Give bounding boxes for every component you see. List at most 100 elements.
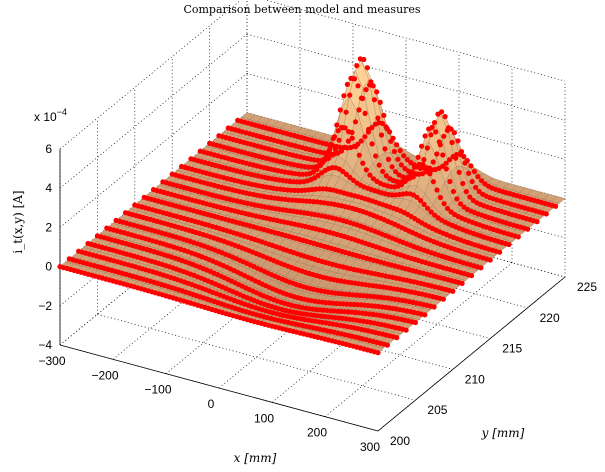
measure-point — [462, 160, 468, 166]
measure-point — [437, 194, 444, 201]
measure-point — [383, 173, 389, 179]
measure-point — [456, 169, 462, 175]
grid-line — [246, 33, 566, 121]
measure-point — [368, 79, 374, 85]
measure-point — [369, 141, 375, 147]
measure-point — [332, 146, 339, 152]
measure-point — [415, 154, 421, 160]
measure-point — [361, 56, 367, 63]
measure-line — [150, 187, 475, 279]
measure-point — [329, 152, 335, 158]
measure-point — [430, 179, 436, 185]
measure-point — [475, 174, 481, 180]
measure-line — [188, 156, 512, 248]
measure-point — [450, 288, 456, 294]
measure-point — [363, 87, 369, 93]
grid-line — [246, 73, 566, 160]
measure-point — [391, 148, 397, 155]
measure-point — [463, 189, 469, 195]
measure-point — [449, 139, 455, 146]
z-tick-label: 4 — [45, 181, 52, 195]
measure-point — [347, 92, 353, 98]
measure-point — [344, 81, 350, 87]
measure-point — [466, 170, 472, 176]
measure-point — [380, 168, 386, 175]
measure-point — [515, 234, 521, 240]
measure-line — [57, 264, 381, 356]
y-tick-label: 200 — [390, 434, 410, 448]
measure-line — [122, 210, 446, 302]
measure-point — [468, 163, 474, 169]
measure-point — [459, 280, 465, 286]
measure-point — [431, 304, 437, 310]
measure-point — [423, 165, 429, 171]
chart-title: Comparison between model and measures — [183, 3, 420, 16]
measure-point — [445, 205, 451, 212]
measure-point — [388, 138, 394, 144]
measure-point — [419, 143, 425, 149]
measure-point — [476, 188, 482, 195]
measure-point — [336, 137, 342, 143]
x-tick-label: −100 — [144, 383, 171, 397]
measure-point — [385, 156, 392, 162]
measure-point — [347, 174, 353, 181]
measure-point — [363, 167, 369, 173]
measure-line — [141, 194, 465, 286]
measure-point — [356, 152, 362, 158]
measure-line — [76, 248, 400, 341]
measure-point — [439, 109, 445, 115]
x-tick-label: −200 — [91, 368, 118, 382]
z-tick-label: −4 — [38, 338, 52, 352]
measure-point — [406, 174, 412, 180]
x-axis-line — [59, 344, 379, 432]
measure-point — [433, 129, 439, 135]
measure-point — [362, 110, 368, 116]
measure-point — [412, 319, 418, 326]
measure-point — [394, 335, 400, 341]
measure-point — [414, 194, 420, 200]
measure-point — [394, 142, 400, 148]
measure-line — [216, 56, 540, 225]
measure-point — [373, 153, 379, 159]
measure-point — [436, 139, 442, 145]
measure-line — [207, 75, 531, 232]
measure-point — [352, 119, 359, 125]
measure-point — [442, 114, 448, 120]
y-tick-label: 205 — [427, 403, 447, 417]
measure-point — [404, 157, 410, 163]
measure-point — [422, 133, 428, 139]
measure-point — [342, 125, 348, 131]
measure-point — [401, 153, 407, 159]
measure-point — [478, 265, 484, 271]
measure-point — [487, 257, 493, 263]
measure-point — [355, 83, 361, 89]
measure-point — [375, 115, 381, 121]
measure-point — [358, 95, 365, 101]
measure-points — [57, 56, 559, 356]
measure-point — [366, 126, 372, 132]
measure-point — [440, 163, 446, 169]
measure-point — [402, 178, 408, 184]
grid-line — [97, 313, 416, 401]
measure-point — [468, 273, 475, 279]
measure-point — [414, 171, 420, 177]
measure-point — [421, 201, 427, 207]
measure-point — [317, 162, 323, 168]
z-multiplier-base: x 10 — [34, 110, 57, 124]
measure-point — [424, 145, 430, 151]
measure-point — [454, 196, 460, 202]
y-tick-label: 220 — [540, 311, 560, 325]
measure-point — [467, 194, 473, 200]
grid-line — [264, 0, 566, 82]
measure-point — [461, 153, 467, 160]
measure-point — [378, 132, 385, 138]
measure-point — [446, 125, 452, 131]
measure-point — [409, 169, 415, 175]
measure-point — [440, 152, 446, 158]
measure-point — [345, 138, 351, 144]
measure-point — [374, 89, 380, 95]
measure-point — [351, 76, 358, 82]
measure-point — [342, 144, 348, 150]
z-axis-label: i_t(x,y) [A] — [11, 190, 25, 253]
